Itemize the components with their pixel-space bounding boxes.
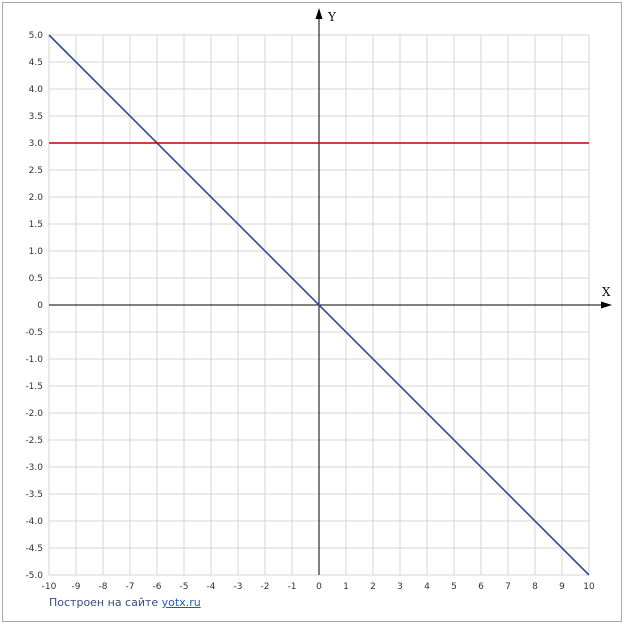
y-tick-label: -1.5 [25,382,43,392]
x-tick-label: 4 [424,582,430,592]
x-tick-label: -2 [261,582,270,592]
series-lines [48,34,590,576]
x-axis-arrow [601,301,612,309]
chart-frame [2,2,622,622]
y-tick-label: 3.5 [29,112,43,122]
x-tick-label: 10 [583,582,595,592]
x-tick-label: 7 [505,582,511,592]
y-tick-label: 4.0 [29,85,44,95]
y-tick-label: 3.0 [29,139,44,149]
y-tick-label: 1.5 [29,220,43,230]
x-tick-label: -3 [234,582,243,592]
axes: X Y [49,8,612,575]
tick-labels: -10 -9 -8 -7 -6 -5 -4 -3 -2 -1 0 1 2 3 4 5 6 7 8 9 105.04.54… [25,31,595,592]
y-tick-label: -1.0 [25,355,43,365]
y-axis-label: Y [327,10,337,24]
y-tick-label: 1.0 [29,247,44,257]
y-tick-label: 5.0 [29,31,44,41]
y-tick-label: -2.0 [25,409,43,419]
x-tick-label: 9 [559,582,565,592]
y-tick-label: 2.0 [29,193,44,203]
series-line-1 [48,34,590,576]
y-tick-label: -0.5 [25,328,43,338]
y-tick-label: -2.5 [25,436,43,446]
credit-link[interactable]: yotx.ru [161,596,201,609]
credit-text: Построен на сайте [49,596,162,609]
x-tick-label: -10 [42,582,57,592]
y-tick-label: -4.5 [25,544,43,554]
x-tick-label: 6 [478,582,484,592]
y-tick-label: -5.0 [25,571,43,581]
x-tick-label: -1 [288,582,297,592]
y-axis-arrow [315,8,323,19]
x-tick-label: -5 [180,582,189,592]
x-tick-label: -6 [153,582,162,592]
x-tick-label: -8 [99,582,108,592]
x-axis-label: X [602,285,611,299]
credit-line: Построен на сайте yotx.ru [49,596,201,609]
y-tick-label: 2.5 [29,166,43,176]
x-tick-label: 0 [316,582,322,592]
y-tick-label: 0.5 [29,274,43,284]
x-tick-label: 1 [343,582,349,592]
y-tick-label: -3.5 [25,490,43,500]
x-tick-label: 8 [532,582,538,592]
x-tick-label: -7 [126,582,135,592]
x-tick-label: -9 [72,582,81,592]
x-tick-label: 2 [370,582,376,592]
x-tick-label: 5 [451,582,457,592]
y-tick-label: 4.5 [29,58,43,68]
y-tick-label: -4.0 [25,517,43,527]
y-tick-label: -3.0 [25,463,43,473]
x-tick-label: -4 [207,582,216,592]
y-tick-label: 0 [37,301,43,311]
x-tick-label: 3 [397,582,403,592]
